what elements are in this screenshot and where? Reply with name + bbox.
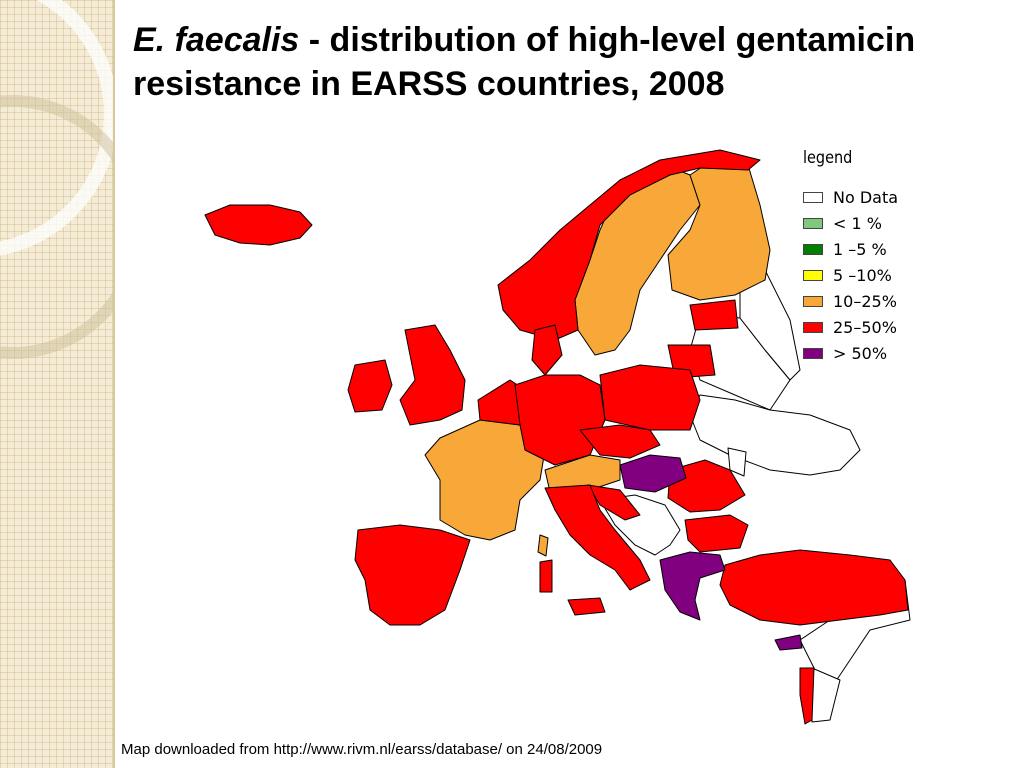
europe-map <box>204 149 911 725</box>
region-norway <box>497 149 761 341</box>
legend-item: No Data <box>803 184 923 210</box>
legend-swatch <box>803 295 823 307</box>
legend-label: < 1 % <box>833 213 882 233</box>
legend-item: > 50% <box>803 340 923 366</box>
title-organism: E. faecalis <box>133 21 300 59</box>
legend-item: 1 –5 % <box>803 236 923 262</box>
region-cyprus <box>774 634 803 651</box>
legend-title: legend <box>803 148 853 168</box>
region-italy <box>544 484 651 591</box>
region-poland <box>599 364 701 431</box>
legend-swatch <box>803 243 823 255</box>
region-russia-west <box>739 269 801 381</box>
decorative-divider <box>113 0 115 768</box>
region-bulgaria <box>684 514 749 553</box>
region-iceland <box>204 204 313 246</box>
region-estonia-latvia <box>689 299 739 331</box>
region-sardinia <box>539 559 553 593</box>
region-united-kingdom <box>399 324 466 426</box>
region-moldova <box>727 447 747 477</box>
source-caption: Map downloaded from http://www.rivm.nl/e… <box>121 741 603 758</box>
legend-item: 10–25% <box>803 288 923 314</box>
region-czechia-slovakia <box>579 424 661 459</box>
region-sicily <box>567 597 606 616</box>
legend-item: < 1 % <box>803 210 923 236</box>
legend-label: No Data <box>833 187 899 207</box>
region-slovenia-croatia <box>587 484 641 521</box>
legend-label: 5 –10% <box>833 265 892 285</box>
region-ukraine <box>689 394 861 476</box>
slide-title: E. faecalis - distribution of high-level… <box>133 18 973 106</box>
region-romania <box>667 459 746 513</box>
legend-label: > 50% <box>833 343 888 363</box>
legend-item: 5 –10% <box>803 262 923 288</box>
legend-swatch <box>803 269 823 281</box>
legend-label: 25–50% <box>833 317 897 337</box>
decorative-swirl <box>0 95 113 359</box>
region-germany <box>514 374 606 466</box>
map-legend: legend No Data < 1 % 1 –5 % 5 –10% 10–25… <box>803 148 923 366</box>
region-israel <box>799 667 815 725</box>
region-greece <box>659 551 726 621</box>
legend-swatch <box>803 347 823 359</box>
region-turkey <box>719 549 909 626</box>
decorative-side-band <box>0 0 113 768</box>
region-hungary <box>619 454 687 493</box>
region-denmark <box>531 324 563 376</box>
legend-item: 25–50% <box>803 314 923 340</box>
legend-swatch <box>803 321 823 333</box>
region-corsica <box>537 534 549 557</box>
title-text: - distribution of high-level gentamicin … <box>133 21 916 103</box>
legend-swatch <box>803 191 823 203</box>
legend-label: 10–25% <box>833 291 897 311</box>
map-regions <box>204 149 911 725</box>
legend-label: 1 –5 % <box>833 239 887 259</box>
legend-swatch <box>803 217 823 229</box>
region-ireland <box>347 359 393 413</box>
region-iberia <box>354 524 471 626</box>
